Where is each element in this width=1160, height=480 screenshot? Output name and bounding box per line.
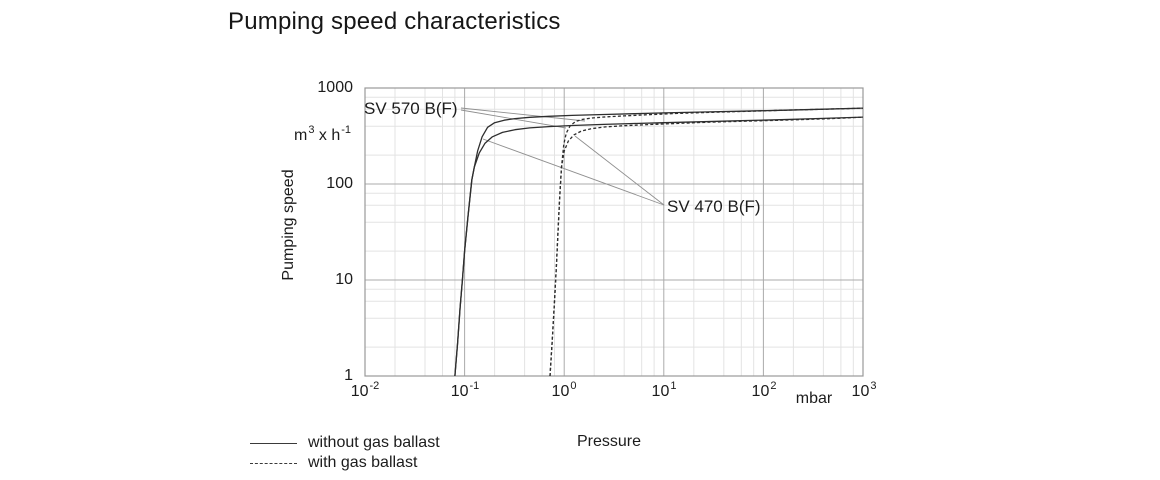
x-tick-exponent: 1 (670, 380, 677, 392)
y-unit-exponent: -1 (341, 124, 352, 136)
grid-major (364, 87, 864, 377)
x-tick-base: 10 (751, 383, 770, 400)
x-tick-exponent: 3 (870, 380, 877, 392)
annotation-leader-line (482, 138, 665, 206)
grid-minor (365, 88, 863, 376)
legend-item-with-gas-ballast: with gas ballast (250, 453, 440, 473)
y-tick-label: 1000 (317, 79, 353, 96)
annotation-leader-line (460, 107, 586, 122)
x-tick-base: 10 (651, 383, 670, 400)
curve-sv-570-b-f--with-gas-ballast (549, 107, 864, 377)
x-axis-unit: mbar (795, 390, 833, 407)
x-tick-label: 103 (851, 380, 877, 401)
x-tick-exponent: 2 (770, 380, 777, 392)
curve-sv-570-b-f--without-gas-ballast (454, 107, 864, 377)
y-tick-label: 1 (344, 367, 353, 384)
x-tick-exponent: -1 (469, 380, 480, 392)
x-tick-label: 100 (551, 380, 577, 401)
x-tick-base: 10 (851, 383, 870, 400)
legend-label: without gas ballast (308, 434, 440, 451)
curve-sv-470-b-f--without-gas-ballast (454, 116, 864, 377)
x-tick-base: 10 (551, 383, 570, 400)
legend-item-without-gas-ballast: without gas ballast (250, 433, 440, 453)
legend: without gas ballast with gas ballast (250, 433, 440, 473)
legend-solid-line-sample (250, 442, 297, 444)
x-tick-exponent: 0 (570, 380, 577, 392)
annotation-leader-line (574, 135, 665, 206)
x-tick-label: 101 (651, 380, 677, 401)
y-unit-mid: x h (314, 127, 341, 144)
x-tick-label: 10-1 (450, 380, 480, 401)
series-label-sv470: SV 470 B(F) (667, 197, 761, 216)
curve-sv-470-b-f--with-gas-ballast (549, 116, 864, 377)
legend-dashed-line-sample (250, 462, 297, 464)
x-tick-base: 10 (350, 383, 369, 400)
chart-title: Pumping speed characteristics (228, 8, 561, 35)
y-tick-label: 100 (326, 175, 353, 192)
plot-border (364, 87, 864, 377)
x-tick-exponent: -2 (369, 380, 380, 392)
y-unit-base: m (294, 127, 308, 144)
y-unit-exponent: 3 (308, 124, 315, 136)
x-tick-base: 10 (450, 383, 469, 400)
y-axis-unit: m3 x h-1 (294, 124, 352, 145)
x-axis-title: Pressure (577, 433, 642, 450)
series-label-sv570: SV 570 B(F) (364, 99, 458, 118)
x-tick-label: 102 (751, 380, 777, 401)
x-tick-label: 10-2 (350, 380, 380, 401)
y-tick-label: 10 (335, 271, 353, 288)
y-axis-title: Pumping speed (280, 169, 297, 281)
legend-label: with gas ballast (308, 454, 418, 471)
